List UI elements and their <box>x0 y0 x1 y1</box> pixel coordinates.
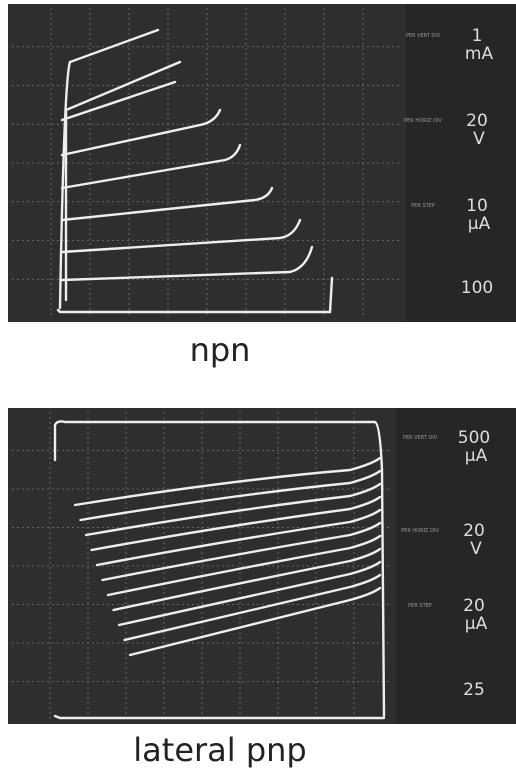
readout-label: PER VERT DIV <box>403 435 438 441</box>
trace <box>53 420 386 718</box>
caption: npn <box>190 331 251 369</box>
trace <box>101 521 382 582</box>
trace <box>128 586 382 657</box>
readout-value: 500 <box>458 428 490 448</box>
readout-value: 20 <box>466 111 488 131</box>
readout-unit: V <box>470 539 482 559</box>
trace <box>95 508 382 567</box>
trace <box>123 573 382 642</box>
trace <box>60 108 222 157</box>
readout-label: PER HORIZ DIV <box>404 118 442 124</box>
readout-value: 20 <box>463 521 485 541</box>
trace <box>73 456 382 507</box>
trace <box>84 482 382 537</box>
trace <box>60 80 177 122</box>
readout-value: 25 <box>463 680 485 700</box>
trace <box>64 60 182 302</box>
trace <box>90 495 382 552</box>
readout-value: 100 <box>461 278 493 298</box>
trace <box>53 714 386 720</box>
pnp-readout-panel <box>396 408 516 724</box>
readout-value: 10 <box>466 196 488 216</box>
trace <box>60 143 242 190</box>
readout-label: PER HORIZ DIV <box>401 528 439 534</box>
readout-value: 20 <box>463 596 485 616</box>
trace <box>117 560 382 627</box>
readout-label: PER STEP <box>408 603 432 609</box>
trace <box>60 218 302 254</box>
readout-unit: mA <box>465 44 494 64</box>
readout-label: PER VERT DIV <box>406 33 441 39</box>
trace <box>56 276 334 314</box>
readout-unit: µA <box>465 446 488 466</box>
trace <box>79 469 382 522</box>
readout-unit: µA <box>468 214 491 234</box>
trace <box>60 186 274 222</box>
npn-readout-panel <box>406 4 516 322</box>
traces <box>53 28 386 720</box>
readout-unit: V <box>473 129 485 149</box>
trace <box>60 245 314 282</box>
trace <box>112 547 382 612</box>
readout-value: 1 <box>472 26 483 46</box>
readout-label: PER STEP <box>411 203 435 209</box>
trace <box>106 534 382 597</box>
caption: lateral pnp <box>133 731 306 769</box>
readout-unit: µA <box>465 614 488 634</box>
